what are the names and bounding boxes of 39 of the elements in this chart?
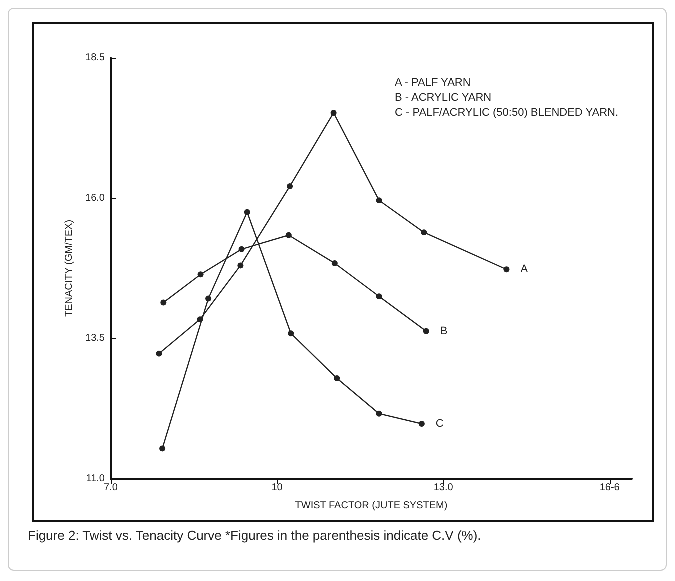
point [288, 330, 294, 337]
point [504, 266, 510, 273]
point [244, 209, 250, 216]
annotation: C - PALF/ACRYLIC (50:50) BLENDED YARN. [395, 106, 619, 121]
point [418, 420, 425, 427]
point [376, 198, 382, 204]
y-axis-title: TENACITY (GM/TEX) [64, 220, 76, 318]
point [160, 300, 167, 306]
x-tick-label: 16-6 [600, 482, 620, 494]
y-tick-label: 11.0 [86, 474, 106, 484]
point [376, 294, 382, 300]
series-label: B [440, 325, 448, 338]
point [421, 230, 428, 236]
point [286, 232, 292, 238]
annotation: B - ACRYLIC YARN [395, 91, 493, 106]
point [376, 410, 382, 417]
point [423, 328, 430, 334]
point [206, 296, 212, 302]
point [334, 376, 340, 382]
point [156, 350, 162, 357]
caption: Figure 2: Twist vs. Tenacity Curve *Figures in the parenthesis indicate C.V (%). [28, 528, 482, 543]
point [197, 316, 204, 323]
annotation: A - PALF YARN [395, 76, 472, 91]
point [238, 246, 245, 252]
x-axis-title: TWIST FACTOR (JUTE SYSTEM) [295, 500, 448, 512]
point [287, 184, 294, 190]
point [332, 260, 338, 266]
series-label: A [520, 264, 529, 276]
x-tick-label: 13.0 [434, 482, 454, 494]
point [198, 272, 204, 278]
x-tick-label: 10 [272, 482, 284, 494]
y-tick-label: 18.5 [86, 52, 106, 64]
point [238, 262, 244, 269]
point [330, 110, 337, 116]
point [160, 446, 166, 452]
y-tick-label: 13.5 [86, 333, 106, 344]
x-tick-label: 7.0 [104, 482, 118, 494]
series-label: C [436, 418, 444, 430]
y-tick-label: 16.0 [86, 192, 106, 204]
